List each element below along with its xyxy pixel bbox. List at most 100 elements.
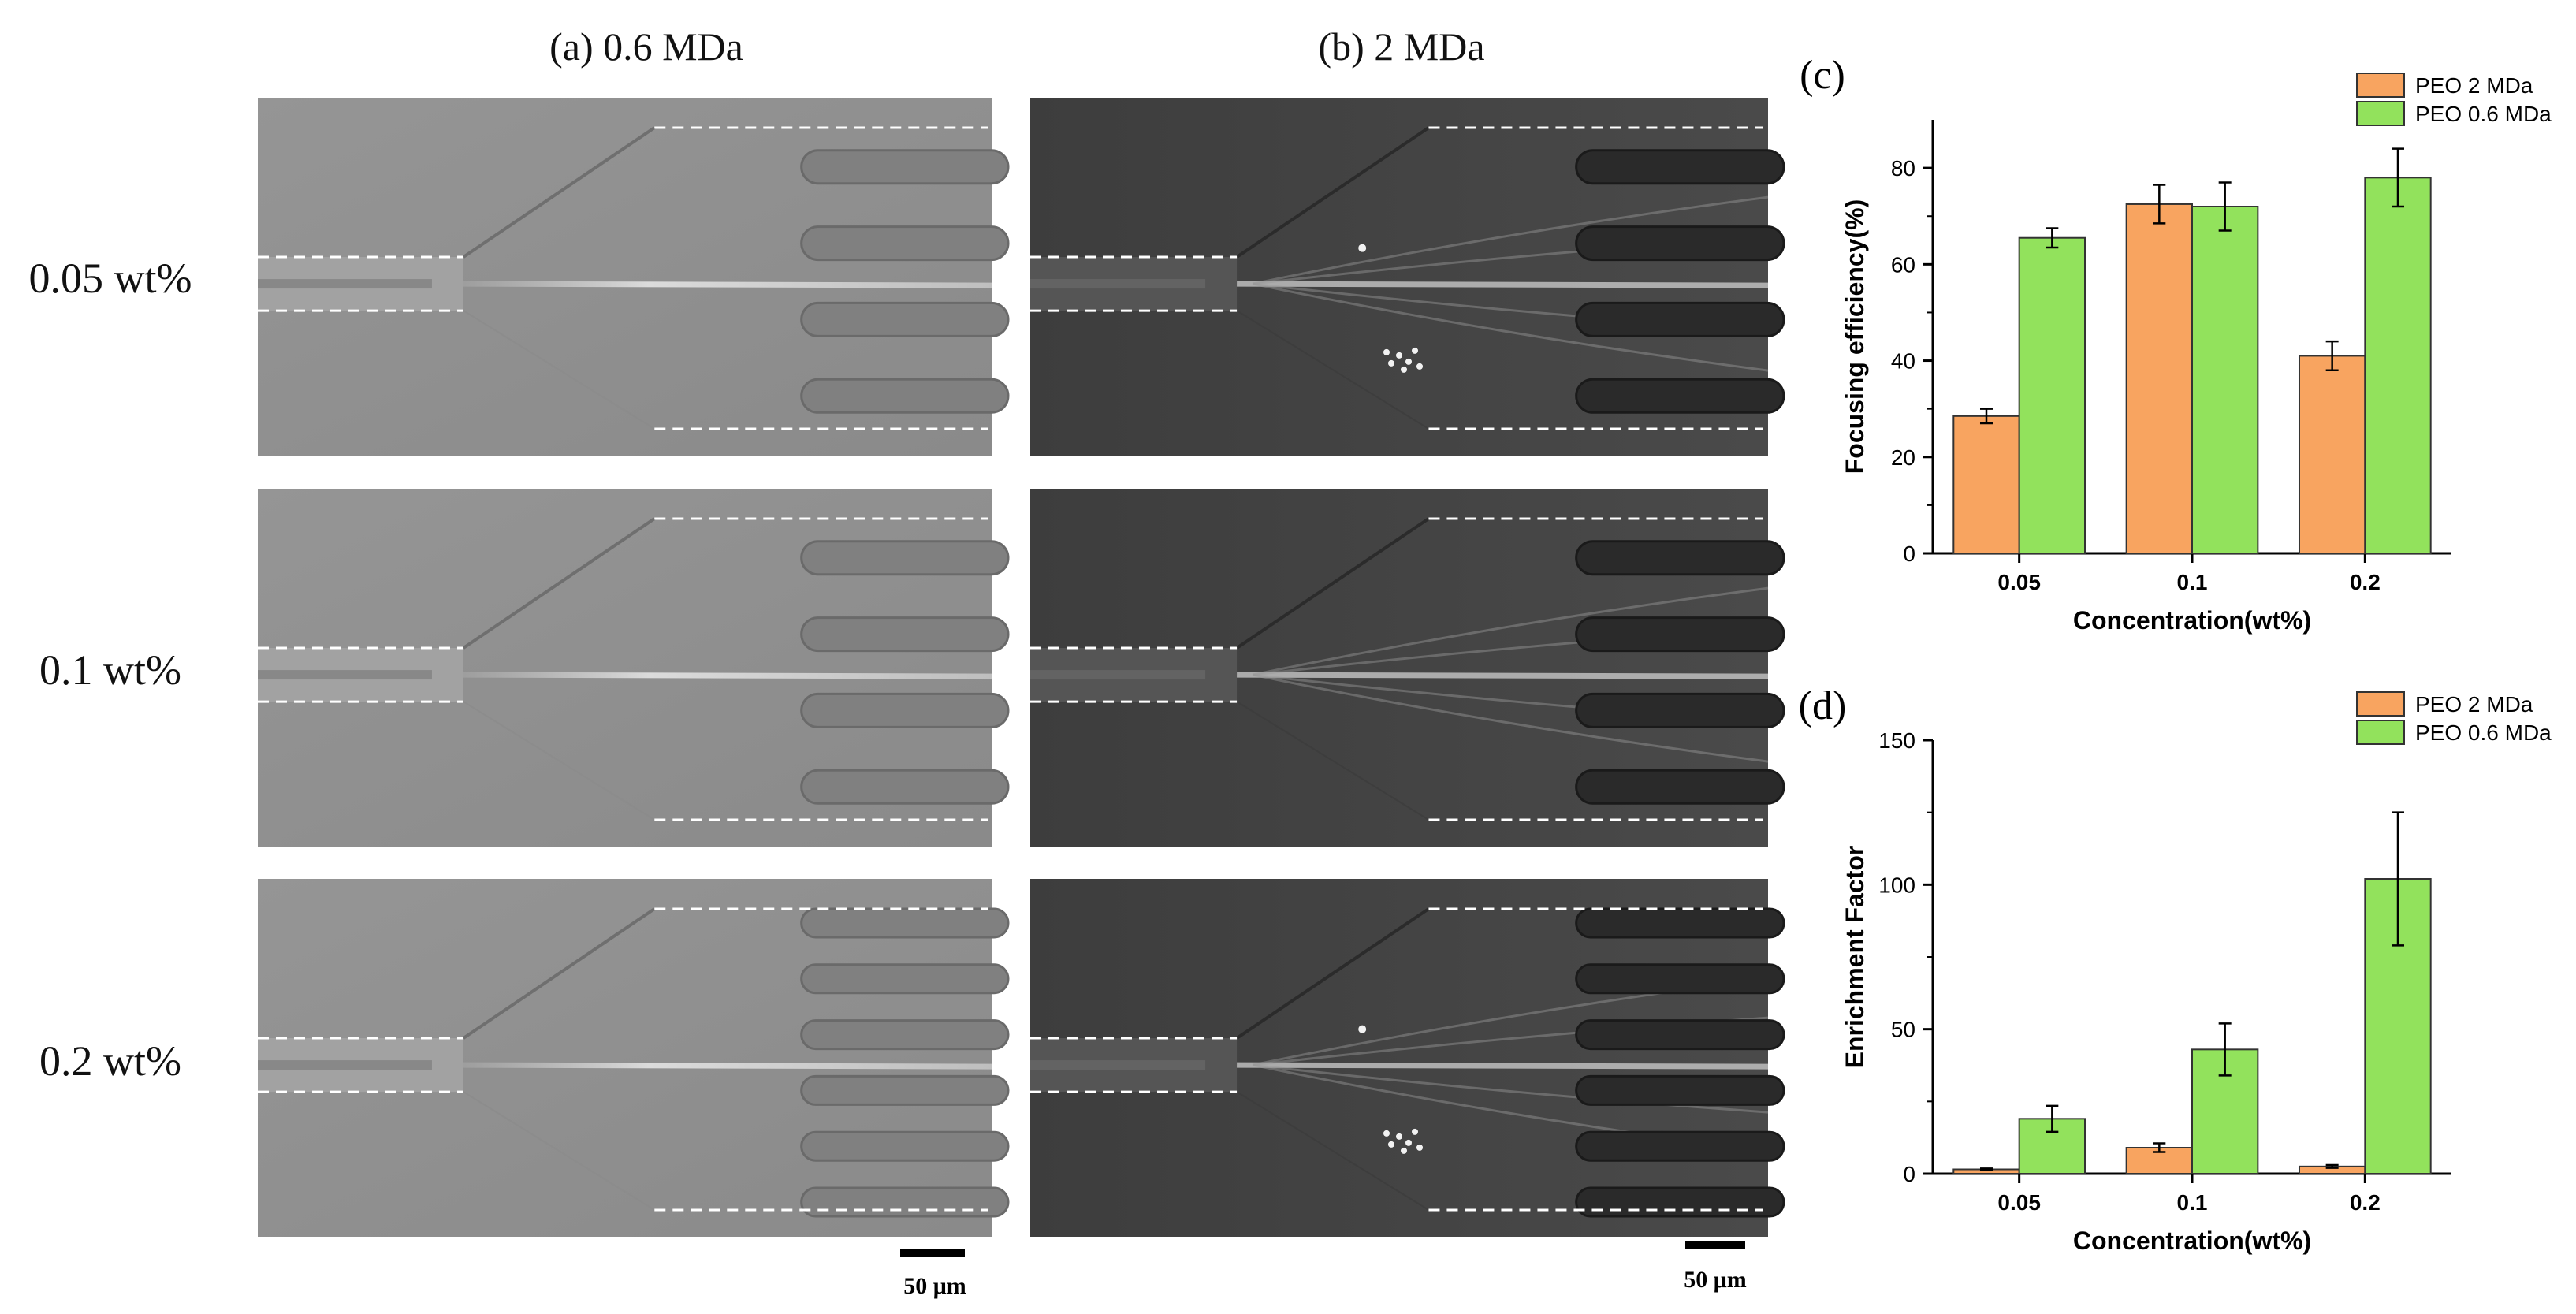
chamber-wall-bottom [463,310,655,430]
particle [1383,348,1390,355]
outlet-channel [1575,149,1785,185]
outlet-channel [1575,963,1785,995]
particle [1401,366,1407,373]
chamber-wall-bottom [1236,1091,1429,1211]
particle [1416,363,1423,370]
particle-stream [463,1062,993,1070]
outlet-channel [1575,616,1785,653]
outlet-channel [1575,540,1785,576]
y-tick-label: 150 [1878,728,1915,753]
y-axis-title: Enrichment Factor [1841,846,1869,1069]
particle [1358,244,1367,252]
outlet-channel [800,540,1010,576]
row-label-0-2: 0.2 wt% [39,1037,181,1085]
stream-branch [1252,282,1769,372]
outlet-channel [800,616,1010,653]
panel-label: (d) [1799,683,1847,728]
legend-entry: PEO 0.6 MDa [2415,102,2552,126]
micrograph-b-2 [1030,489,1785,847]
scale-bar-label-b: 50 μm [1684,1267,1747,1293]
legend-entry: PEO 2 MDa [2415,692,2533,717]
chamber-wall-bottom [1236,310,1429,430]
outlet-channel [800,301,1010,337]
inlet-channel-core [258,670,432,680]
x-tick-label: 0.2 [2350,570,2381,594]
legend-swatch [2356,691,2405,717]
bar-peo-0-6-mda [2191,206,2259,554]
inlet-channel-core [1030,1060,1206,1070]
chamber-wall-top [462,517,656,650]
outlet-channel [800,149,1010,185]
chamber-wall-top [462,126,656,259]
y-tick-label: 100 [1878,873,1915,897]
particle [1383,1130,1390,1137]
particle-stream [1237,1062,1769,1070]
particle [1412,1128,1418,1135]
x-tick-label: 0.1 [2177,570,2208,594]
outlet-channel [800,963,1010,995]
y-axis-title: Focusing efficiency(%) [1841,199,1869,475]
y-tick-label: 0 [1903,542,1915,566]
panel-label: (c) [1800,53,1845,98]
row-label-0-05: 0.05 wt% [29,255,192,302]
x-axis-title: Concentration(wt%) [2073,606,2311,635]
y-tick-label: 0 [1903,1162,1915,1186]
stream-branch [1252,195,1769,285]
row-label-0-1: 0.1 wt% [39,646,181,694]
outlet-channel [1575,1074,1785,1106]
outlet-channel [800,225,1010,262]
outlet-channel [800,692,1010,728]
x-tick-label: 0.1 [2177,1190,2208,1215]
outlet-channel [1575,769,1785,805]
scale-bar-label-a: 50 μm [903,1273,966,1299]
chamber-wall-top [1235,907,1430,1040]
bar-peo-2-mda [2125,203,2193,554]
particle [1405,358,1412,365]
inlet-channel-core [258,1060,432,1070]
particle-stream [463,672,993,679]
particle [1412,347,1418,354]
column-title-2-mda: (b) 2 MDa [1318,24,1484,69]
scale-bar-a [900,1249,965,1257]
legend-swatch [2356,720,2405,745]
outlet-channel [800,1186,1010,1218]
chamber-wall-bottom [463,701,655,821]
legend-swatch [2356,101,2405,126]
x-tick-label: 0.05 [1997,1190,2041,1215]
particle [1416,1144,1423,1151]
legend-entry: PEO 2 MDa [2415,73,2533,98]
particle [1396,352,1402,359]
micrograph-b-1 [1030,98,1785,456]
scale-bar-b [1685,1241,1745,1249]
bar-peo-0-6-mda [2018,236,2086,554]
inlet-channel-core [1030,279,1206,289]
x-tick-label: 0.2 [2350,1190,2381,1215]
bar-peo-2-mda [2298,355,2366,555]
y-tick-label: 60 [1891,252,1915,277]
stream-branch [1252,673,1769,763]
particle [1401,1147,1407,1154]
micrograph-a-1 [258,98,1010,456]
micrograph-a-3 [258,879,1010,1237]
outlet-channel [1575,1019,1785,1051]
chamber-wall-top [1235,126,1430,259]
inlet-channel-core [258,279,432,289]
chart-focusing-efficiency: (c) 0 20 40 60 80 0.05 0.1 0.2 Concentration(wt%)… [1800,53,2552,635]
outlet-channel [800,378,1010,414]
stream-branch [1252,1063,1769,1114]
y-tick-label: 80 [1891,156,1915,181]
column-title-0-6-mda: (a) 0.6 MDa [549,24,743,69]
bar-peo-0-6-mda [2364,177,2432,554]
x-tick-label: 0.05 [1997,570,2041,594]
outlet-channel [1575,225,1785,262]
outlet-channel [800,1019,1010,1051]
particle-stream [1237,672,1769,679]
outlet-channel [1575,378,1785,414]
particle-stream [463,281,993,288]
micrograph-b-3 [1030,879,1785,1237]
outlet-channel [800,1130,1010,1162]
outlet-channel [800,769,1010,805]
outlet-channel [1575,301,1785,337]
chamber-wall-bottom [463,1091,655,1211]
